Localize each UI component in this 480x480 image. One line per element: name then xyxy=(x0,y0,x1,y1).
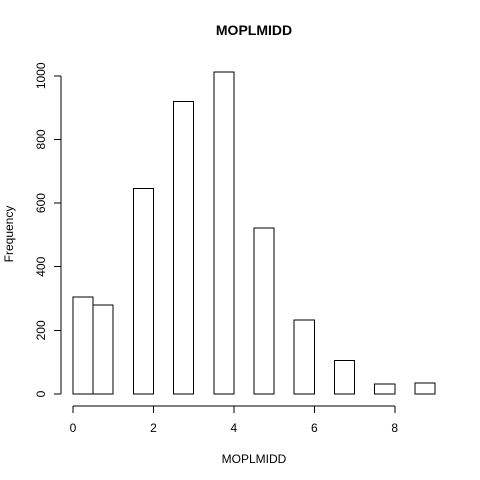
x-tick-label: 6 xyxy=(311,421,318,435)
histogram-bar xyxy=(253,227,275,395)
histogram-bar xyxy=(72,296,94,395)
y-axis: 0 200 400 600 800 1000 xyxy=(34,62,62,397)
x-axis: 0 2 4 6 8 xyxy=(70,405,398,435)
histogram-bar xyxy=(374,383,396,395)
y-tick-label: 0 xyxy=(34,390,48,397)
histogram-bar xyxy=(92,304,114,395)
histogram-bar xyxy=(333,359,356,395)
x-tick-label: 8 xyxy=(391,421,398,435)
histogram-bar xyxy=(414,382,436,395)
chart-title: MOPLMIDD xyxy=(216,22,292,38)
y-tick-label: 600 xyxy=(34,193,48,213)
y-tick-label: 1000 xyxy=(34,62,48,89)
x-tick-label: 2 xyxy=(150,421,157,435)
y-tick-label: 400 xyxy=(34,256,48,276)
histogram-bar xyxy=(213,71,235,395)
x-axis-label: MOPLMIDD xyxy=(222,452,287,466)
bars-group xyxy=(72,71,436,395)
histogram-bar xyxy=(293,319,315,395)
y-tick-label: 200 xyxy=(34,320,48,340)
histogram-bar xyxy=(173,101,195,395)
y-axis-label: Frequency xyxy=(2,206,16,263)
y-tick-label: 800 xyxy=(34,129,48,149)
histogram-bar xyxy=(132,187,154,395)
x-tick-label: 0 xyxy=(70,421,77,435)
x-tick-label: 4 xyxy=(231,421,238,435)
